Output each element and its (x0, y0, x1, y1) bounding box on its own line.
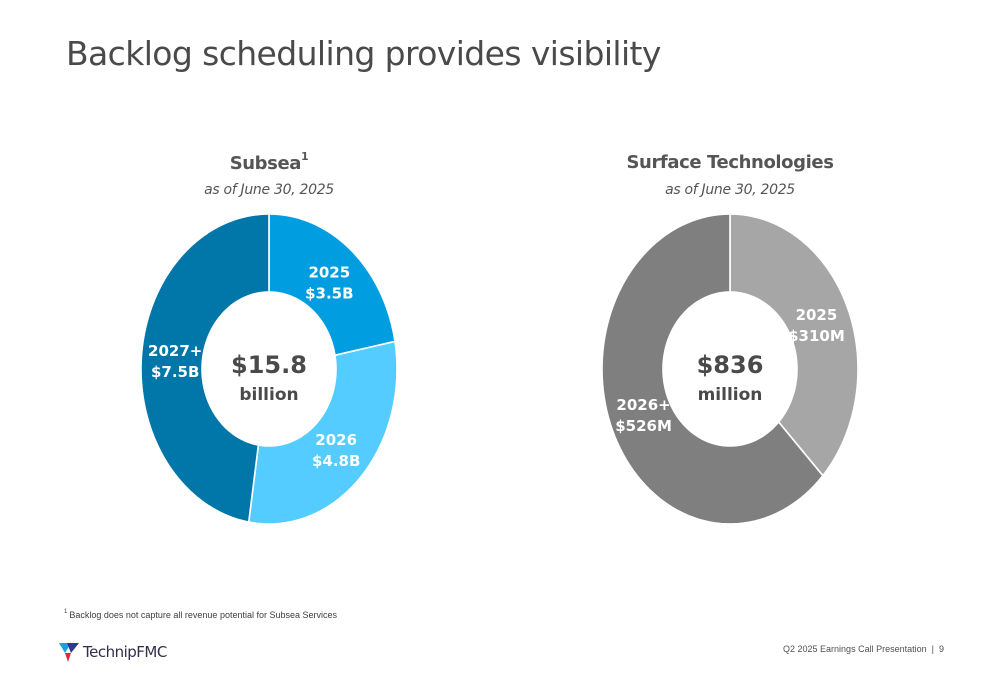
footnote-marker: 1 (64, 609, 68, 615)
page-number: 9 (938, 644, 944, 654)
slice-value-label: $3.5B (305, 285, 353, 303)
footer-separator: | (931, 644, 934, 654)
slice-label-2026-plus: 2026+ $526M (615, 396, 672, 435)
subsea-title-text: Subsea (229, 153, 302, 174)
subsea-chart-title: Subsea1 (119, 150, 419, 174)
footnote: 1 Backlog does not capture all revenue po… (64, 609, 338, 620)
presentation-name: Q2 2025 Earnings Call Presentation (783, 644, 927, 654)
slice-value-label: $526M (615, 417, 672, 435)
slice-year-label: 2025 (308, 264, 350, 282)
donut-center-value: $836 (697, 351, 764, 379)
slice-label-2027-plus: 2027+ $7.5B (148, 342, 202, 381)
slice-value-label: $7.5B (151, 363, 199, 381)
slice-label-2026: 2026 $4.8B (312, 431, 360, 470)
technipfmc-logo-icon (59, 643, 79, 662)
page-title: Backlog scheduling provides visibility (66, 34, 661, 73)
surface-title-text: Surface Technologies (626, 152, 834, 173)
donut-center-value: $15.8 (231, 351, 307, 379)
slice-label-2025: 2025 $3.5B (305, 264, 353, 303)
slice-value-label: $4.8B (312, 452, 360, 470)
footnote-text: Backlog does not capture all revenue pot… (69, 610, 338, 620)
subsea-chart-subtitle: as of June 30, 2025 (204, 182, 334, 198)
subsea-donut-chart: 2025 $3.5B 2026 $4.8B 2027+ $7.5B $15.8 billion (140, 213, 398, 525)
slice-year-label: 2026+ (616, 396, 670, 414)
slice-year-label: 2026 (315, 431, 357, 449)
donut-slice-2026-plus (601, 213, 824, 525)
slice-value-label: $310M (788, 327, 845, 345)
donut-center-unit: million (698, 385, 763, 405)
donut-center-unit: billion (239, 385, 298, 405)
slice-year-label: 2025 (796, 306, 838, 324)
surface-chart-title: Surface Technologies (580, 152, 880, 173)
subsea-title-footnote-marker: 1 (301, 150, 309, 163)
slice-year-label: 2027+ (148, 342, 202, 360)
slice-label-2025: 2025 $310M (788, 306, 845, 345)
surface-chart-subtitle: as of June 30, 2025 (665, 182, 795, 198)
logo-wordmark: TechnipFMC (83, 643, 167, 661)
technipfmc-logo: TechnipFMC (58, 641, 167, 663)
donut-slice-2027-plus (140, 213, 270, 524)
footer-page-info: Q2 2025 Earnings Call Presentation | 9 (783, 644, 944, 654)
surface-donut-chart: 2025 $310M 2026+ $526M $836 million (601, 213, 859, 525)
